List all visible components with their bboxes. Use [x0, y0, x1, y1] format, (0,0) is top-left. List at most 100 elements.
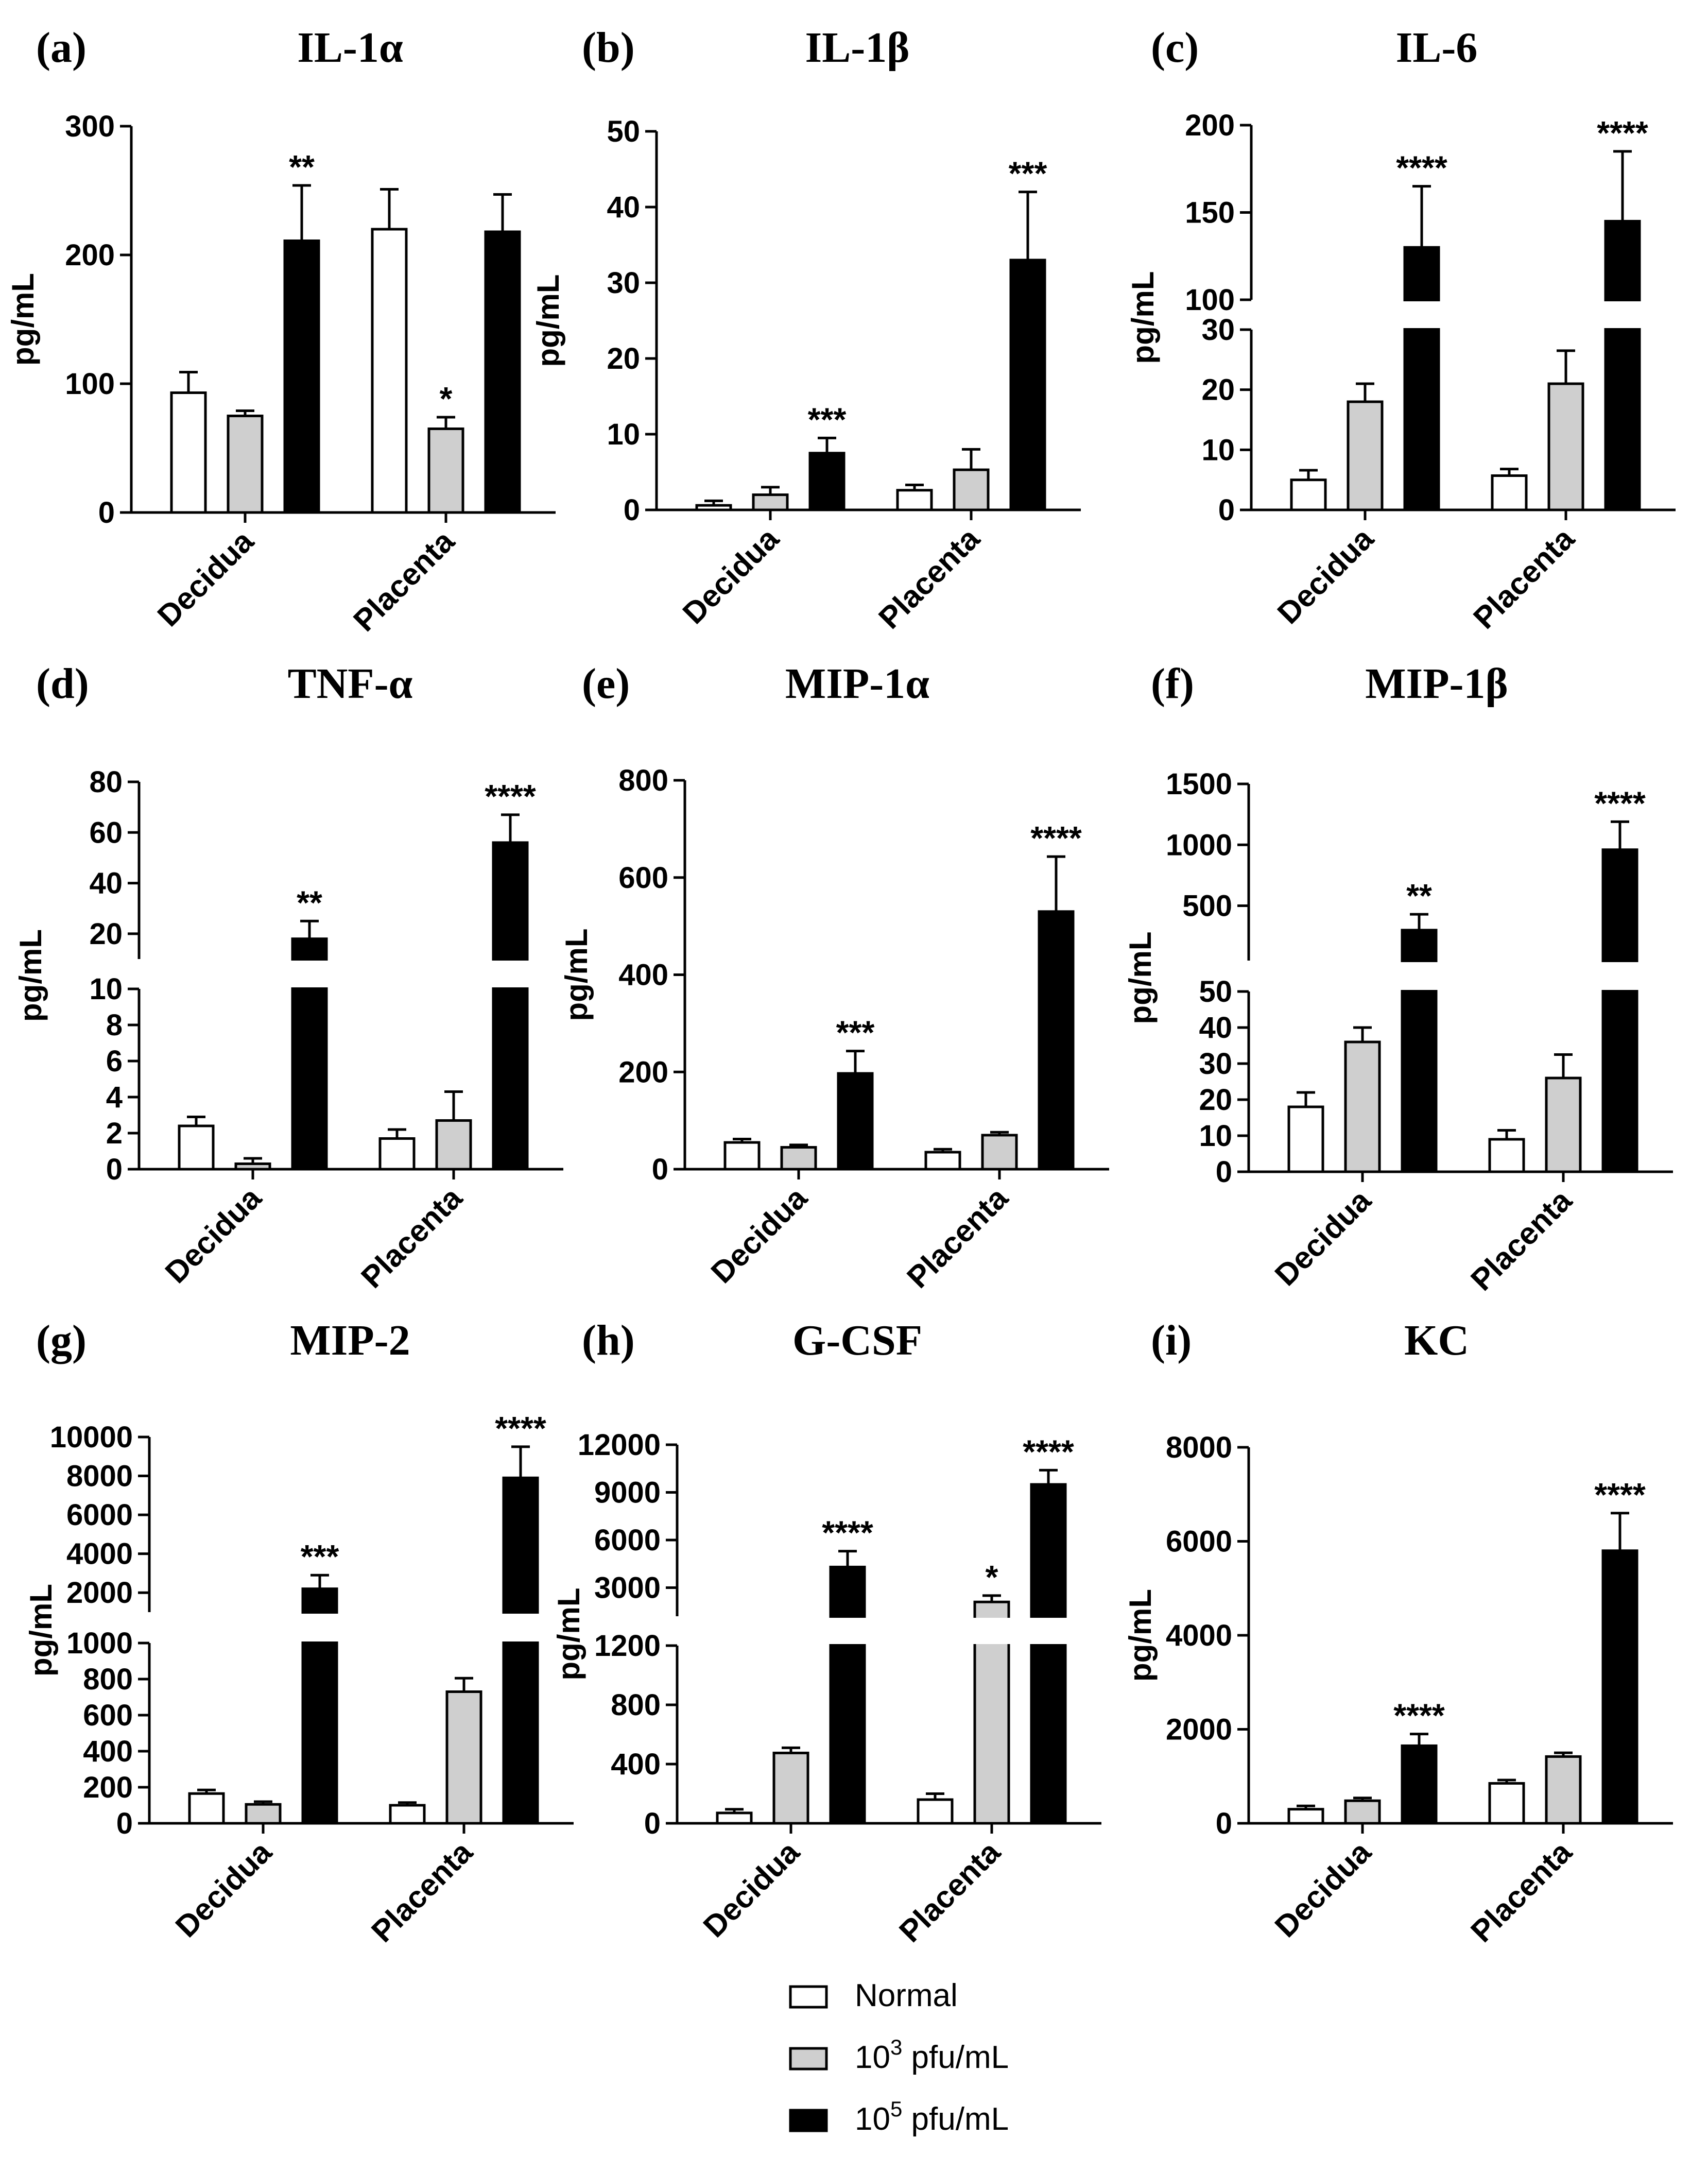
x-tick-label: Decidua: [704, 1180, 814, 1290]
panel-label: (d): [36, 660, 89, 708]
y-axis-label: pg/mL: [13, 929, 48, 1022]
x-tick-label: Decidua: [169, 1834, 279, 1944]
chart-panel: (i) KC 0 2000 4000 6000 8000 pg/mL **** Decidua **…: [1123, 1316, 1673, 1949]
chart-title: IL-1β: [805, 24, 910, 72]
x-tick-label: Placenta: [365, 1834, 479, 1948]
bar: [1488, 1138, 1525, 1173]
y-tick-label: 150: [1185, 196, 1235, 230]
bar: [780, 1146, 817, 1171]
y-tick-label: 100: [65, 367, 115, 401]
significance-label: ****: [1396, 149, 1447, 186]
bar: [378, 1137, 416, 1171]
panel-label: (i): [1151, 1316, 1192, 1364]
bar: [896, 489, 933, 511]
y-tick-label: 0: [1216, 1807, 1232, 1840]
bar: [1038, 910, 1075, 1171]
y-tick-label: 60: [89, 816, 123, 849]
bar: [829, 1565, 866, 1825]
y-tick-label: 8000: [1166, 1431, 1232, 1464]
significance-label: ****: [1594, 1476, 1646, 1513]
y-tick-label: 4000: [1166, 1619, 1232, 1652]
y-tick-label: 200: [83, 1771, 133, 1804]
chart-panel: (a) IL-1α 0 100 200 300 pg/mL ** Decidua * Placent…: [6, 24, 556, 638]
significance-label: *: [986, 1559, 998, 1596]
y-tick-label: 600: [83, 1699, 133, 1732]
x-tick-label: Placenta: [872, 521, 986, 635]
x-tick-label: Decidua: [1268, 1834, 1378, 1944]
x-tick-label: Decidua: [1271, 521, 1381, 630]
bar: [1009, 259, 1046, 511]
y-tick-label: 9000: [594, 1476, 661, 1510]
chart-title: MIP-1α: [785, 660, 929, 708]
y-tick-label: 10000: [50, 1421, 133, 1454]
x-tick-label: Decidua: [697, 1834, 806, 1944]
legend-swatch: [789, 2047, 828, 2071]
y-axis-label: pg/mL: [531, 275, 565, 367]
chart-title: MIP-1β: [1365, 660, 1508, 708]
chart-title: KC: [1404, 1316, 1469, 1364]
significance-label: **: [289, 148, 315, 185]
y-axis-label: pg/mL: [1126, 271, 1160, 364]
bar: [981, 1134, 1018, 1171]
chart-title: MIP-2: [290, 1316, 410, 1364]
legend-swatch: [789, 1985, 828, 2009]
bar: [1545, 1755, 1582, 1825]
y-tick-label: 6: [106, 1045, 123, 1078]
y-tick-label: 40: [607, 191, 640, 224]
significance-label: **: [1406, 877, 1432, 914]
y-tick-label: 300: [65, 110, 115, 143]
x-tick-label: Placenta: [354, 1180, 469, 1294]
bar: [371, 228, 408, 514]
bar: [445, 1690, 482, 1825]
y-tick-label: 30: [607, 266, 640, 300]
significance-label: ***: [301, 1538, 339, 1575]
bar: [234, 1162, 271, 1171]
y-tick-label: 1200: [594, 1629, 661, 1663]
y-axis-label: pg/mL: [6, 273, 40, 366]
bar: [188, 1792, 225, 1825]
y-tick-label: 40: [89, 867, 123, 900]
bar: [1344, 1040, 1381, 1173]
bar: [1403, 246, 1440, 511]
y-tick-label: 10: [89, 972, 123, 1006]
significance-label: ****: [495, 1410, 546, 1447]
y-tick-label: 1000: [1166, 828, 1232, 862]
y-tick-label: 50: [1199, 975, 1232, 1008]
chart-title: TNF-α: [288, 660, 413, 708]
bar: [484, 230, 521, 514]
significance-label: ****: [1030, 819, 1082, 857]
bar: [283, 240, 320, 514]
x-tick-label: Placenta: [347, 523, 461, 638]
significance-label: ***: [1009, 155, 1047, 192]
y-tick-label: 20: [1199, 1083, 1232, 1117]
bar: [1401, 1744, 1438, 1825]
bar: [502, 1476, 539, 1825]
y-tick-label: 200: [618, 1055, 668, 1089]
bar: [1547, 382, 1584, 511]
chart-panel: (h) G-CSF 0 400 800 1200 3000 6000 9000 12000 pg/m…: [551, 1316, 1103, 1949]
bar: [837, 1072, 874, 1171]
y-tick-label: 6000: [66, 1498, 133, 1532]
axis-break-gap: [1253, 301, 1677, 328]
bar: [1290, 478, 1327, 511]
significance-label: ****: [485, 778, 536, 815]
significance-label: *: [440, 380, 453, 417]
y-tick-label: 0: [644, 1807, 661, 1840]
bar: [953, 468, 990, 511]
legend: Normal 103 pfu/mL 105 pfu/mL: [789, 1978, 1009, 2137]
chart-panel: (e) MIP-1α 0 200 400 600 800 pg/mL *** Decidua ***…: [559, 660, 1109, 1295]
significance-label: ***: [836, 1014, 875, 1051]
y-tick-label: 600: [618, 861, 668, 895]
bar: [1545, 1076, 1582, 1173]
bar: [1601, 848, 1638, 1173]
y-tick-label: 1000: [66, 1627, 133, 1660]
bar: [1344, 1799, 1381, 1825]
axis-break-gap: [151, 1614, 575, 1641]
bar: [1488, 1782, 1525, 1825]
bar: [1604, 219, 1641, 511]
y-tick-label: 0: [652, 1153, 668, 1186]
y-tick-label: 8: [106, 1008, 123, 1042]
legend-label: 105 pfu/mL: [855, 2097, 1009, 2137]
y-tick-label: 100: [1185, 283, 1235, 317]
